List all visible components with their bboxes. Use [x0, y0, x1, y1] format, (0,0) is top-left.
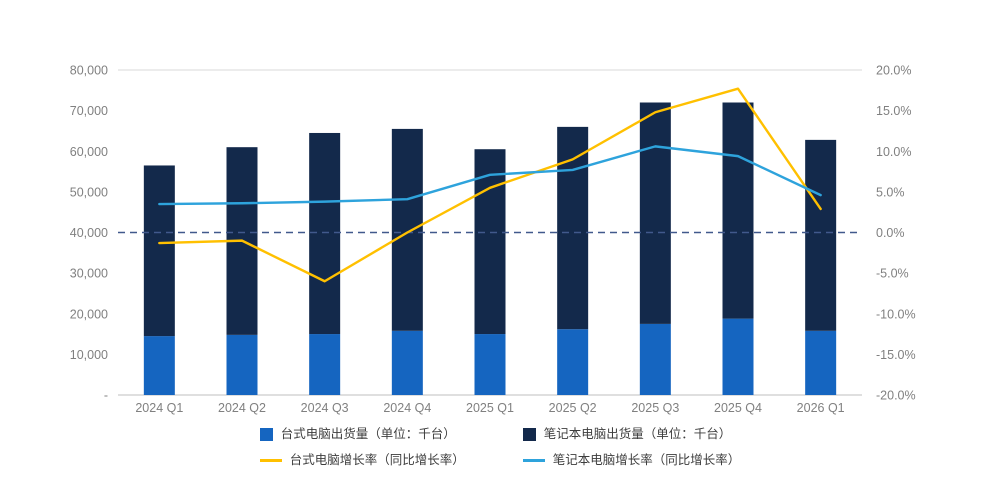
right-axis-tick: 0.0% [876, 226, 905, 240]
notebook-growth-line [158, 145, 822, 206]
legend-item-desktop-growth: 台式电脑增长率（同比增长率） [259, 453, 465, 468]
desktop-growth-swatch [259, 459, 282, 462]
right-axis-tick: 20.0% [876, 64, 911, 78]
right-axis-tick: 10.0% [876, 145, 911, 159]
x-axis-label: 2024 Q1 [135, 401, 183, 415]
x-axis-label: 2024 Q3 [301, 401, 349, 415]
legend-label-notebook-growth: 笔记本电脑增长率（同比增长率） [552, 453, 741, 467]
x-axis-label: 2024 Q4 [383, 401, 431, 415]
bar-desktop-shipments [557, 329, 589, 395]
left-axis-tick: 20,000 [70, 307, 108, 321]
bar-desktop-shipments [722, 318, 754, 395]
bar-notebook-shipments [391, 128, 423, 331]
right-axis-tick: -20.0% [876, 389, 916, 403]
x-axis-label: 2024 Q2 [218, 401, 266, 415]
right-axis-tick: 15.0% [876, 104, 911, 118]
bar-notebook-shipments [309, 132, 341, 335]
left-axis-tick: 50,000 [70, 185, 108, 199]
right-axis-tick: -15.0% [876, 348, 916, 362]
legend-item-desktop-shipments: 台式电脑出货量（单位：千台） [259, 427, 465, 442]
bar-desktop-shipments [391, 330, 423, 395]
left-axis-tick: 70,000 [70, 104, 108, 118]
x-axis-label: 2026 Q1 [797, 401, 845, 415]
notebook-shipments-swatch [522, 428, 536, 441]
bar-notebook-shipments [805, 139, 837, 331]
notebook-growth-swatch [522, 459, 545, 462]
bar-notebook-shipments [143, 165, 175, 337]
legend-item-notebook-growth: 笔记本电脑增长率（同比增长率） [522, 453, 741, 468]
chart-legend: 台式电脑出货量（单位：千台） 笔记本电脑出货量（单位：千台） 台式电脑增长率（同… [0, 427, 1000, 468]
legend-label-notebook-shipments: 笔记本电脑出货量（单位：千台） [543, 427, 732, 441]
legend-item-notebook-shipments: 笔记本电脑出货量（单位：千台） [522, 427, 741, 442]
right-axis-tick: 5.0% [876, 185, 905, 199]
left-axis-tick: 40,000 [70, 226, 108, 240]
right-axis-tick: -10.0% [876, 307, 916, 321]
bar-desktop-shipments [143, 336, 175, 395]
bar-notebook-shipments [557, 126, 589, 330]
bar-desktop-shipments [805, 330, 837, 395]
left-axis-tick: - [104, 389, 108, 403]
bar-desktop-shipments [474, 334, 506, 395]
left-axis-tick: 10,000 [70, 348, 108, 362]
x-axis-label: 2025 Q1 [466, 401, 514, 415]
left-axis-tick: 80,000 [70, 64, 108, 78]
legend-label-desktop-growth: 台式电脑增长率（同比增长率） [289, 453, 465, 467]
left-axis-tick: 60,000 [70, 145, 108, 159]
right-axis-tick: -5.0% [876, 267, 909, 281]
bar-desktop-shipments [639, 323, 671, 395]
desktop-growth-line [158, 87, 822, 283]
bar-desktop-shipments [309, 334, 341, 395]
desktop-shipments-swatch [259, 428, 273, 441]
x-axis-label: 2025 Q2 [549, 401, 597, 415]
bar-notebook-shipments [474, 149, 506, 335]
x-axis-label: 2025 Q3 [631, 401, 679, 415]
x-axis-label: 2025 Q4 [714, 401, 762, 415]
legend-label-desktop-shipments: 台式电脑出货量（单位：千台） [280, 427, 456, 441]
bar-desktop-shipments [226, 334, 258, 395]
bar-notebook-shipments [722, 102, 754, 319]
left-axis-tick: 30,000 [70, 267, 108, 281]
chart-plot-area: - 10,000 20,000 30,000 40,000 50,000 60,000 70,… [70, 64, 916, 416]
bar-notebook-shipments [639, 102, 671, 324]
